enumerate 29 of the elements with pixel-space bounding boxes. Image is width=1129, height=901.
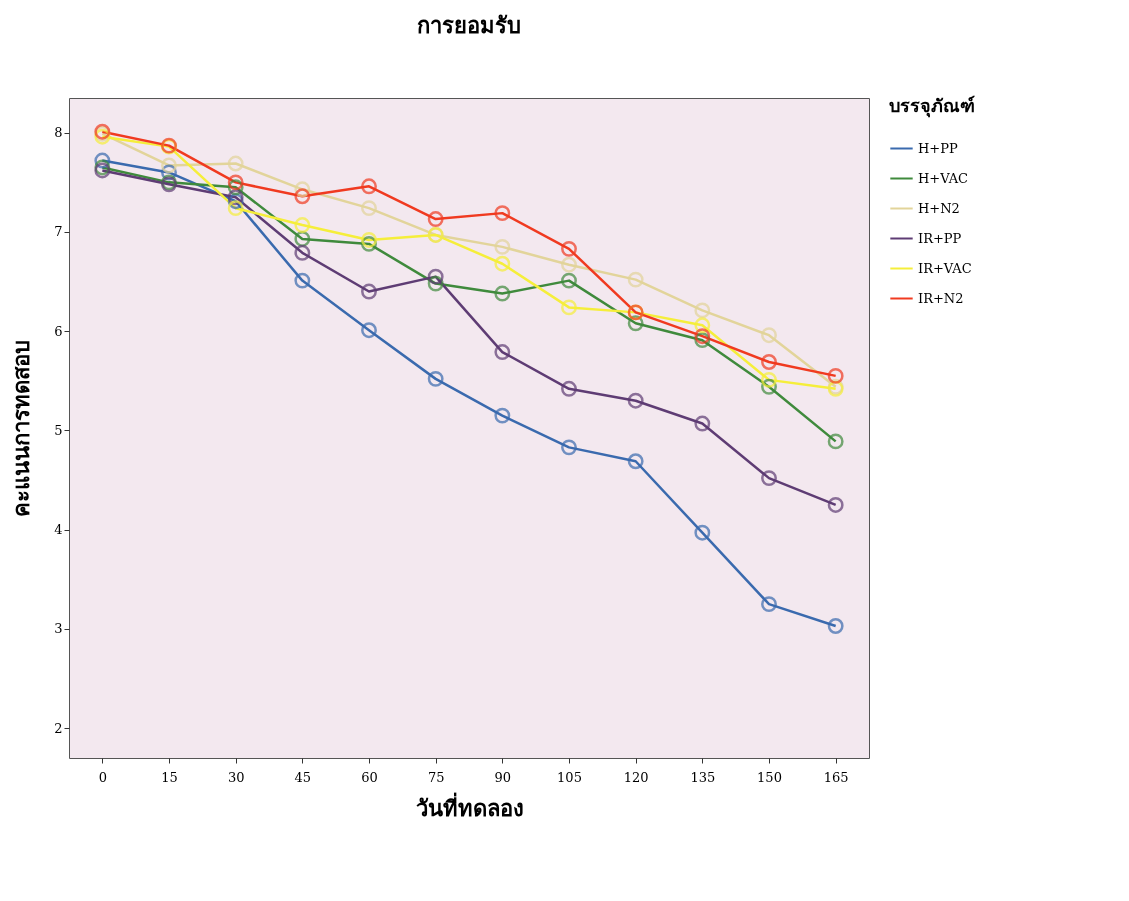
x-tick-label: 90 (494, 769, 512, 785)
legend-label: H+VAC (918, 170, 969, 186)
y-tick-label: 3 (54, 621, 63, 637)
y-tick-label: 7 (54, 224, 63, 240)
legend-label: H+N2 (918, 200, 960, 216)
y-tick-label: 6 (54, 323, 63, 339)
legend-label: IR+PP (918, 230, 962, 246)
x-tick-label: 30 (227, 769, 245, 785)
x-tick-label: 120 (623, 769, 649, 785)
y-tick-label: 2 (54, 720, 63, 736)
x-tick-label: 150 (757, 769, 782, 785)
legend-title: บรรจุภัณฑ์ (889, 95, 975, 118)
x-tick-label: 165 (823, 769, 849, 785)
x-tick-label: 0 (98, 769, 107, 785)
x-tick-label: 60 (361, 769, 378, 785)
chart-title: การยอมรับ (417, 12, 521, 38)
y-axis-title: คะแนนการทดสอบ (8, 340, 35, 517)
x-tick-label: 15 (161, 769, 178, 785)
x-tick-label: 75 (427, 769, 445, 785)
x-tick-label: 105 (557, 769, 582, 785)
legend-label: IR+N2 (918, 290, 964, 306)
x-tick-label: 45 (294, 769, 312, 785)
legend-label: H+PP (918, 140, 958, 156)
y-tick-label: 5 (54, 422, 63, 438)
x-tick-label: 135 (690, 769, 716, 785)
y-tick-label: 4 (54, 522, 63, 538)
y-tick-label: 8 (54, 125, 63, 141)
legend-label: IR+VAC (918, 260, 972, 276)
x-axis-title: วันที่ทดลอง (415, 791, 524, 821)
